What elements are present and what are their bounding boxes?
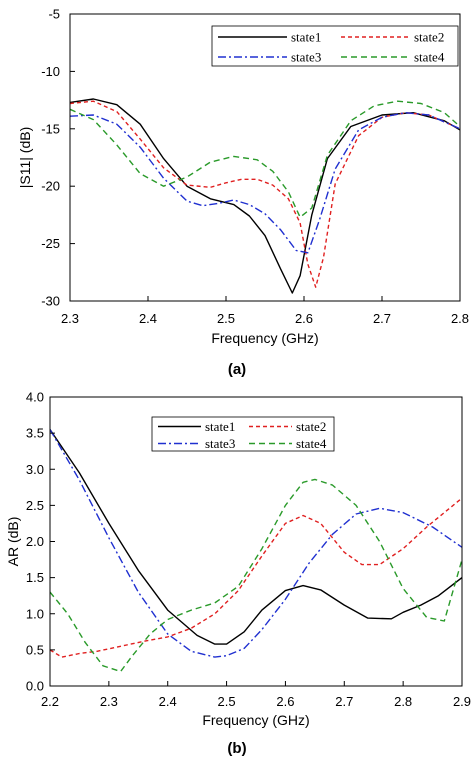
y-tick-label: 2.5 [26,498,44,513]
y-tick-label: 1.5 [26,570,44,585]
legend-label-state3: state3 [205,436,235,451]
legend-label-state2: state2 [296,419,326,434]
series-line-state2 [70,100,460,288]
legend-label-state3: state3 [291,50,321,65]
y-tick-label: 3.5 [26,426,44,441]
series-line-state4 [50,478,462,673]
x-axis-label: Frequency (GHz) [211,330,318,346]
y-tick-label: 2.0 [26,534,44,549]
x-tick-label: 2.8 [394,694,412,709]
series-line-state3 [70,112,460,254]
legend-box [151,416,335,452]
x-tick-label: 2.5 [217,311,235,326]
panel-label: (b) [227,740,246,757]
y-tick-label: 0.0 [26,679,44,694]
legend-label-state1: state1 [291,30,321,45]
y-tick-label: -25 [41,236,60,251]
series-line-state3 [50,429,462,658]
legend: state1 state2 state3 state4 [151,416,335,452]
legend-label-state1: state1 [205,419,235,434]
y-tick-label: -10 [41,64,60,79]
y-tick-label: 0.5 [26,642,44,657]
plot-frame [69,13,461,302]
x-tick-label: 2.3 [61,311,79,326]
legend-box [211,25,459,67]
y-tick-label: 4.0 [26,390,44,405]
y-axis-label: |S11| (dB) [17,127,33,188]
y-tick-label: -20 [41,179,60,194]
x-tick-label: 2.8 [451,311,469,326]
panel-label: (a) [228,361,246,378]
y-tick-label: -5 [48,7,60,22]
chart-panel-b: 2.2 2.3 2.4 2.5 2.6 2.7 2.8 2.9 0.0 0.5 1.0 1.5 2.0 2… [5,390,471,758]
legend: state1 state2 state3 state4 [211,25,459,67]
x-tick-label: 2.5 [218,694,236,709]
x-tick-label: 2.4 [159,694,177,709]
x-tick-label: 2.7 [335,694,353,709]
x-axis-label: Frequency (GHz) [202,712,309,728]
x-tick-label: 2.6 [295,311,313,326]
chart-panel-a: 2.3 2.4 2.5 2.6 2.7 2.8 -30 -25 -20 -15 -10 -5 Frequ… [17,7,469,379]
x-tick-label: 2.2 [41,694,59,709]
series-line-state1 [70,98,460,294]
y-tick-label: 1.0 [26,606,44,621]
y-tick-label: -15 [41,121,60,136]
x-tick-label: 2.4 [139,311,157,326]
y-tick-label: -30 [41,294,60,309]
y-axis-label: AR (dB) [5,517,21,567]
y-tick-label: 3.0 [26,462,44,477]
legend-label-state2: state2 [414,30,444,45]
x-tick-label: 2.9 [453,694,471,709]
x-tick-label: 2.6 [276,694,294,709]
legend-label-state4: state4 [296,436,327,451]
x-tick-label: 2.7 [373,311,391,326]
legend-label-state4: state4 [414,50,445,65]
x-tick-label: 2.3 [100,694,118,709]
series-line-state2 [50,497,462,658]
series-line-state1 [50,429,462,645]
series-line-state4 [70,100,460,218]
